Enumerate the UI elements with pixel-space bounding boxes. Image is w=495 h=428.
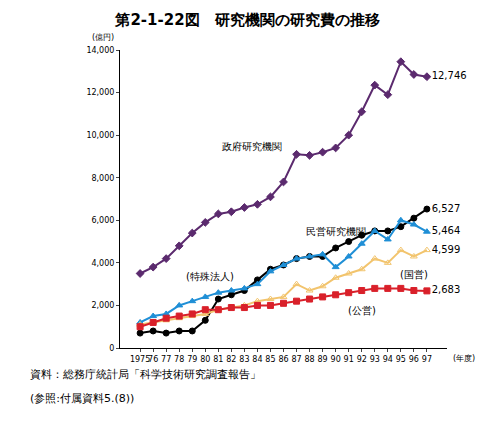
svg-text:90: 90 <box>331 355 341 364</box>
svg-text:92: 92 <box>357 355 367 364</box>
svg-text:77: 77 <box>161 355 171 364</box>
svg-text:12,000: 12,000 <box>86 88 114 97</box>
svg-text:資料：総務庁統計局「科学技術研究調査報告」: 資料：総務庁統計局「科学技術研究調査報告」 <box>30 368 261 381</box>
svg-text:93: 93 <box>370 355 380 364</box>
svg-text:第2-1-22図 研究機関の研究費の推移: 第2-1-22図 研究機関の研究費の推移 <box>114 11 379 29</box>
svg-text:84: 84 <box>252 355 262 364</box>
svg-text:6,527: 6,527 <box>432 203 461 214</box>
svg-text:10,000: 10,000 <box>86 131 114 140</box>
svg-text:86: 86 <box>278 355 288 364</box>
svg-text:(億円): (億円) <box>92 33 114 42</box>
svg-text:政府研究機関: 政府研究機関 <box>222 141 282 152</box>
svg-text:(公営): (公営) <box>348 305 376 316</box>
svg-text:12,746: 12,746 <box>432 70 467 81</box>
svg-text:88: 88 <box>304 355 314 364</box>
svg-text:87: 87 <box>291 355 301 364</box>
svg-text:80: 80 <box>200 355 210 364</box>
svg-text:4,599: 4,599 <box>432 244 461 255</box>
svg-text:97: 97 <box>422 355 432 364</box>
svg-text:95: 95 <box>396 355 406 364</box>
svg-text:(特殊法人): (特殊法人) <box>186 271 234 282</box>
svg-text:14,000: 14,000 <box>86 46 114 55</box>
svg-text:96: 96 <box>409 355 419 364</box>
svg-text:1975: 1975 <box>130 355 150 364</box>
svg-text:6,000: 6,000 <box>91 216 114 225</box>
svg-text:76: 76 <box>148 355 158 364</box>
svg-text:0: 0 <box>109 344 114 353</box>
svg-text:82: 82 <box>226 355 236 364</box>
svg-text:83: 83 <box>239 355 249 364</box>
svg-text:(国営): (国営) <box>400 269 428 280</box>
svg-text:民営研究機関: 民営研究機関 <box>306 226 366 237</box>
svg-text:(年度): (年度) <box>453 354 475 363</box>
svg-text:78: 78 <box>174 355 184 364</box>
svg-text:79: 79 <box>187 355 197 364</box>
svg-text:5,464: 5,464 <box>432 225 461 236</box>
svg-text:2,000: 2,000 <box>91 301 114 310</box>
svg-text:91: 91 <box>344 355 354 364</box>
svg-text:(参照:付属資料5.(8)): (参照:付属資料5.(8)) <box>30 392 134 405</box>
svg-text:81: 81 <box>213 355 223 364</box>
svg-text:89: 89 <box>318 355 328 364</box>
svg-text:4,000: 4,000 <box>91 259 114 268</box>
svg-text:8,000: 8,000 <box>91 174 114 183</box>
svg-text:2,683: 2,683 <box>432 284 461 295</box>
svg-text:85: 85 <box>265 355 275 364</box>
svg-text:94: 94 <box>383 355 393 364</box>
